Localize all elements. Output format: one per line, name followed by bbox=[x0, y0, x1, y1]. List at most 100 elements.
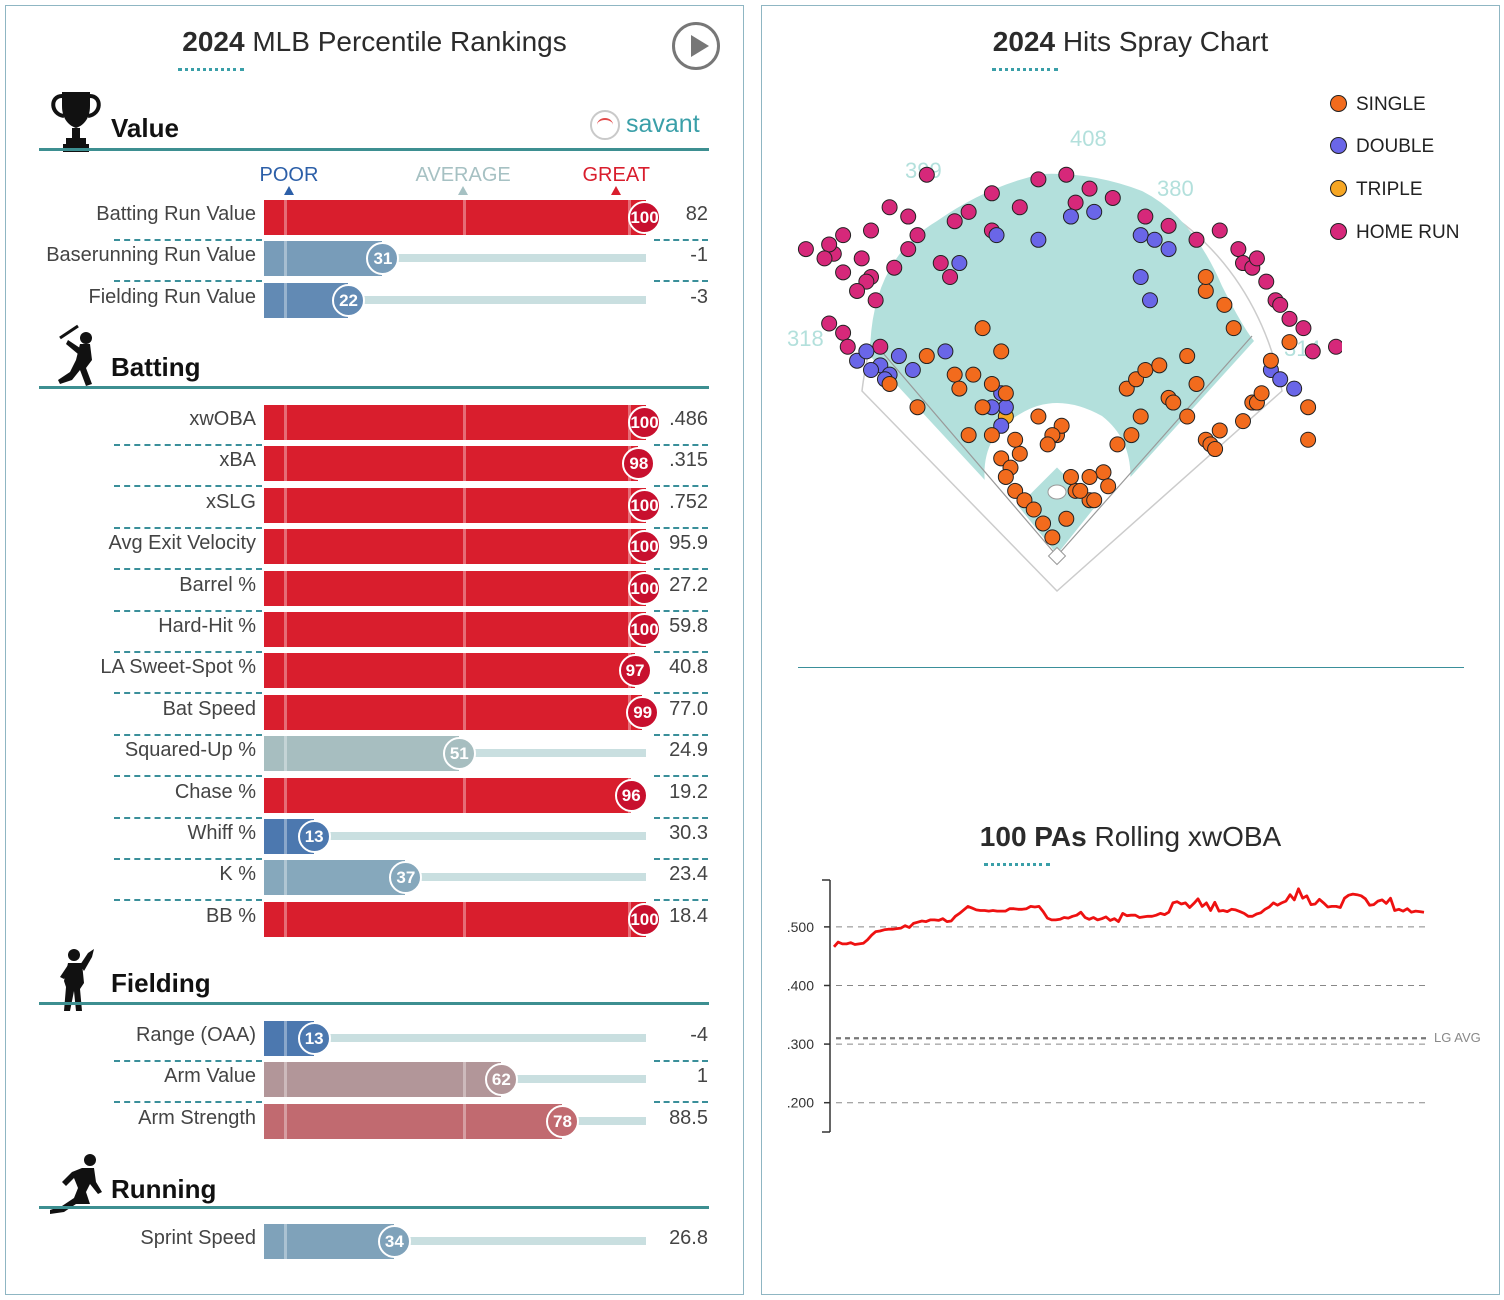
hit-point-single[interactable] bbox=[1165, 394, 1182, 411]
hit-point-single[interactable] bbox=[1058, 510, 1075, 527]
hit-point-home-run[interactable] bbox=[886, 259, 903, 276]
hit-point-single[interactable] bbox=[946, 366, 963, 383]
hit-point-single[interactable] bbox=[1216, 296, 1233, 313]
hit-point-home-run[interactable] bbox=[960, 203, 977, 220]
hit-point-home-run[interactable] bbox=[839, 338, 856, 355]
hit-point-home-run[interactable] bbox=[942, 269, 959, 285]
hit-point-home-run[interactable] bbox=[1304, 343, 1321, 360]
hit-point-double[interactable] bbox=[1286, 380, 1303, 397]
hit-point-home-run[interactable] bbox=[909, 227, 926, 244]
hit-point-single[interactable] bbox=[1039, 436, 1056, 453]
hit-point-double[interactable] bbox=[890, 348, 907, 365]
metric-row[interactable]: Barrel % 100 27.2 bbox=[6, 568, 743, 612]
hit-point-single[interactable] bbox=[1211, 422, 1228, 439]
hit-point-home-run[interactable] bbox=[1058, 166, 1075, 183]
hit-point-single[interactable] bbox=[1109, 436, 1126, 453]
hit-point-home-run[interactable] bbox=[849, 282, 866, 299]
hit-point-single[interactable] bbox=[1300, 431, 1317, 448]
hit-point-single[interactable] bbox=[997, 385, 1014, 402]
hit-point-single[interactable] bbox=[1197, 282, 1214, 299]
hit-point-home-run[interactable] bbox=[900, 208, 917, 225]
hit-point-double[interactable] bbox=[937, 343, 954, 360]
metric-row[interactable]: xSLG 100 .752 bbox=[6, 485, 743, 529]
hit-point-single[interactable] bbox=[1151, 357, 1168, 374]
metric-row[interactable]: Squared-Up % 51 24.9 bbox=[6, 733, 743, 778]
hit-point-single[interactable] bbox=[1300, 399, 1317, 416]
hit-point-single[interactable] bbox=[1253, 385, 1270, 402]
hit-point-home-run[interactable] bbox=[835, 264, 852, 281]
hit-point-double[interactable] bbox=[863, 362, 879, 378]
hit-point-double[interactable] bbox=[1132, 227, 1149, 244]
hit-point-single[interactable] bbox=[1123, 427, 1140, 444]
hit-point-home-run[interactable] bbox=[946, 213, 963, 230]
hit-point-single[interactable] bbox=[1179, 348, 1196, 365]
hit-point-single[interactable] bbox=[1072, 482, 1089, 499]
hit-point-home-run[interactable] bbox=[1081, 180, 1098, 197]
metric-row[interactable]: Hard-Hit % 100 59.8 bbox=[6, 609, 743, 653]
hit-point-home-run[interactable] bbox=[1030, 171, 1047, 188]
hit-point-home-run[interactable] bbox=[821, 236, 838, 253]
hit-point-single[interactable] bbox=[997, 468, 1014, 485]
hit-point-double[interactable] bbox=[1160, 241, 1177, 258]
hit-point-home-run[interactable] bbox=[983, 185, 1000, 202]
metric-row[interactable]: LA Sweet-Spot % 97 40.8 bbox=[6, 650, 743, 695]
hit-point-home-run[interactable] bbox=[1258, 273, 1275, 290]
hit-point-single[interactable] bbox=[881, 375, 898, 392]
metric-row[interactable]: Whiff % 13 30.3 bbox=[6, 816, 743, 860]
hit-point-single[interactable] bbox=[1035, 515, 1052, 532]
hit-point-home-run[interactable] bbox=[1211, 222, 1228, 239]
hit-point-single[interactable] bbox=[1235, 413, 1251, 430]
hit-point-single[interactable] bbox=[1081, 468, 1098, 485]
hit-point-single[interactable] bbox=[1062, 468, 1079, 485]
hit-point-home-run[interactable] bbox=[881, 199, 898, 216]
metric-row[interactable]: Batting Run Value 100 82 bbox=[6, 197, 743, 241]
hit-point-double[interactable] bbox=[858, 343, 875, 360]
hit-point-single[interactable] bbox=[1197, 269, 1214, 285]
hit-point-double[interactable] bbox=[997, 399, 1014, 416]
hit-point-home-run[interactable] bbox=[1067, 194, 1084, 211]
metric-row[interactable]: K % 37 23.4 bbox=[6, 857, 743, 902]
hit-point-single[interactable] bbox=[918, 348, 935, 365]
hit-point-home-run[interactable] bbox=[1011, 199, 1028, 216]
metric-row[interactable]: Bat Speed 99 77.0 bbox=[6, 692, 743, 736]
hit-point-single[interactable] bbox=[1095, 464, 1112, 481]
hit-point-home-run[interactable] bbox=[1137, 208, 1154, 225]
hit-point-single[interactable] bbox=[974, 399, 991, 416]
hit-point-single[interactable] bbox=[1262, 352, 1279, 369]
metric-row[interactable]: xBA 98 .315 bbox=[6, 443, 743, 488]
metric-row[interactable]: Arm Value 62 1 bbox=[6, 1059, 743, 1104]
hit-point-double[interactable] bbox=[1086, 203, 1103, 220]
hit-point-double[interactable] bbox=[951, 255, 968, 272]
hit-point-home-run[interactable] bbox=[1248, 250, 1265, 267]
hit-point-single[interactable] bbox=[1132, 408, 1149, 425]
metric-row[interactable]: Arm Strength 78 88.5 bbox=[6, 1101, 743, 1142]
hit-point-home-run[interactable] bbox=[1272, 296, 1289, 313]
hit-point-single[interactable] bbox=[1011, 445, 1028, 462]
hit-point-double[interactable] bbox=[988, 227, 1005, 244]
hit-point-single[interactable] bbox=[1281, 334, 1298, 351]
hit-point-single[interactable] bbox=[1086, 492, 1103, 509]
hit-point-double[interactable] bbox=[1030, 231, 1047, 248]
hit-point-home-run[interactable] bbox=[1104, 189, 1121, 206]
metric-row[interactable]: xwOBA 100 .486 bbox=[6, 402, 743, 446]
metric-row[interactable]: Range (OAA) 13 -4 bbox=[6, 1018, 743, 1062]
metric-row[interactable]: Sprint Speed 34 26.8 bbox=[6, 1221, 743, 1262]
hit-point-single[interactable] bbox=[1025, 501, 1042, 518]
hit-point-double[interactable] bbox=[1142, 292, 1158, 309]
hit-point-single[interactable] bbox=[909, 399, 926, 416]
hit-point-single[interactable] bbox=[1188, 375, 1205, 392]
hit-point-double[interactable] bbox=[1062, 208, 1079, 225]
hit-point-single[interactable] bbox=[960, 427, 977, 444]
hit-point-double[interactable] bbox=[1146, 231, 1163, 248]
hit-point-home-run[interactable] bbox=[1281, 310, 1298, 327]
hit-point-home-run[interactable] bbox=[1160, 217, 1177, 234]
hit-point-single[interactable] bbox=[951, 380, 968, 397]
hit-point-home-run[interactable] bbox=[918, 166, 935, 183]
hit-point-home-run[interactable] bbox=[872, 338, 889, 355]
hit-point-home-run[interactable] bbox=[853, 250, 870, 267]
hit-point-single[interactable] bbox=[1100, 478, 1117, 495]
hit-point-home-run[interactable] bbox=[932, 255, 949, 272]
play-icon[interactable] bbox=[672, 22, 720, 70]
hit-point-single[interactable] bbox=[993, 343, 1010, 360]
metric-row[interactable]: Baserunning Run Value 31 -1 bbox=[6, 238, 743, 283]
